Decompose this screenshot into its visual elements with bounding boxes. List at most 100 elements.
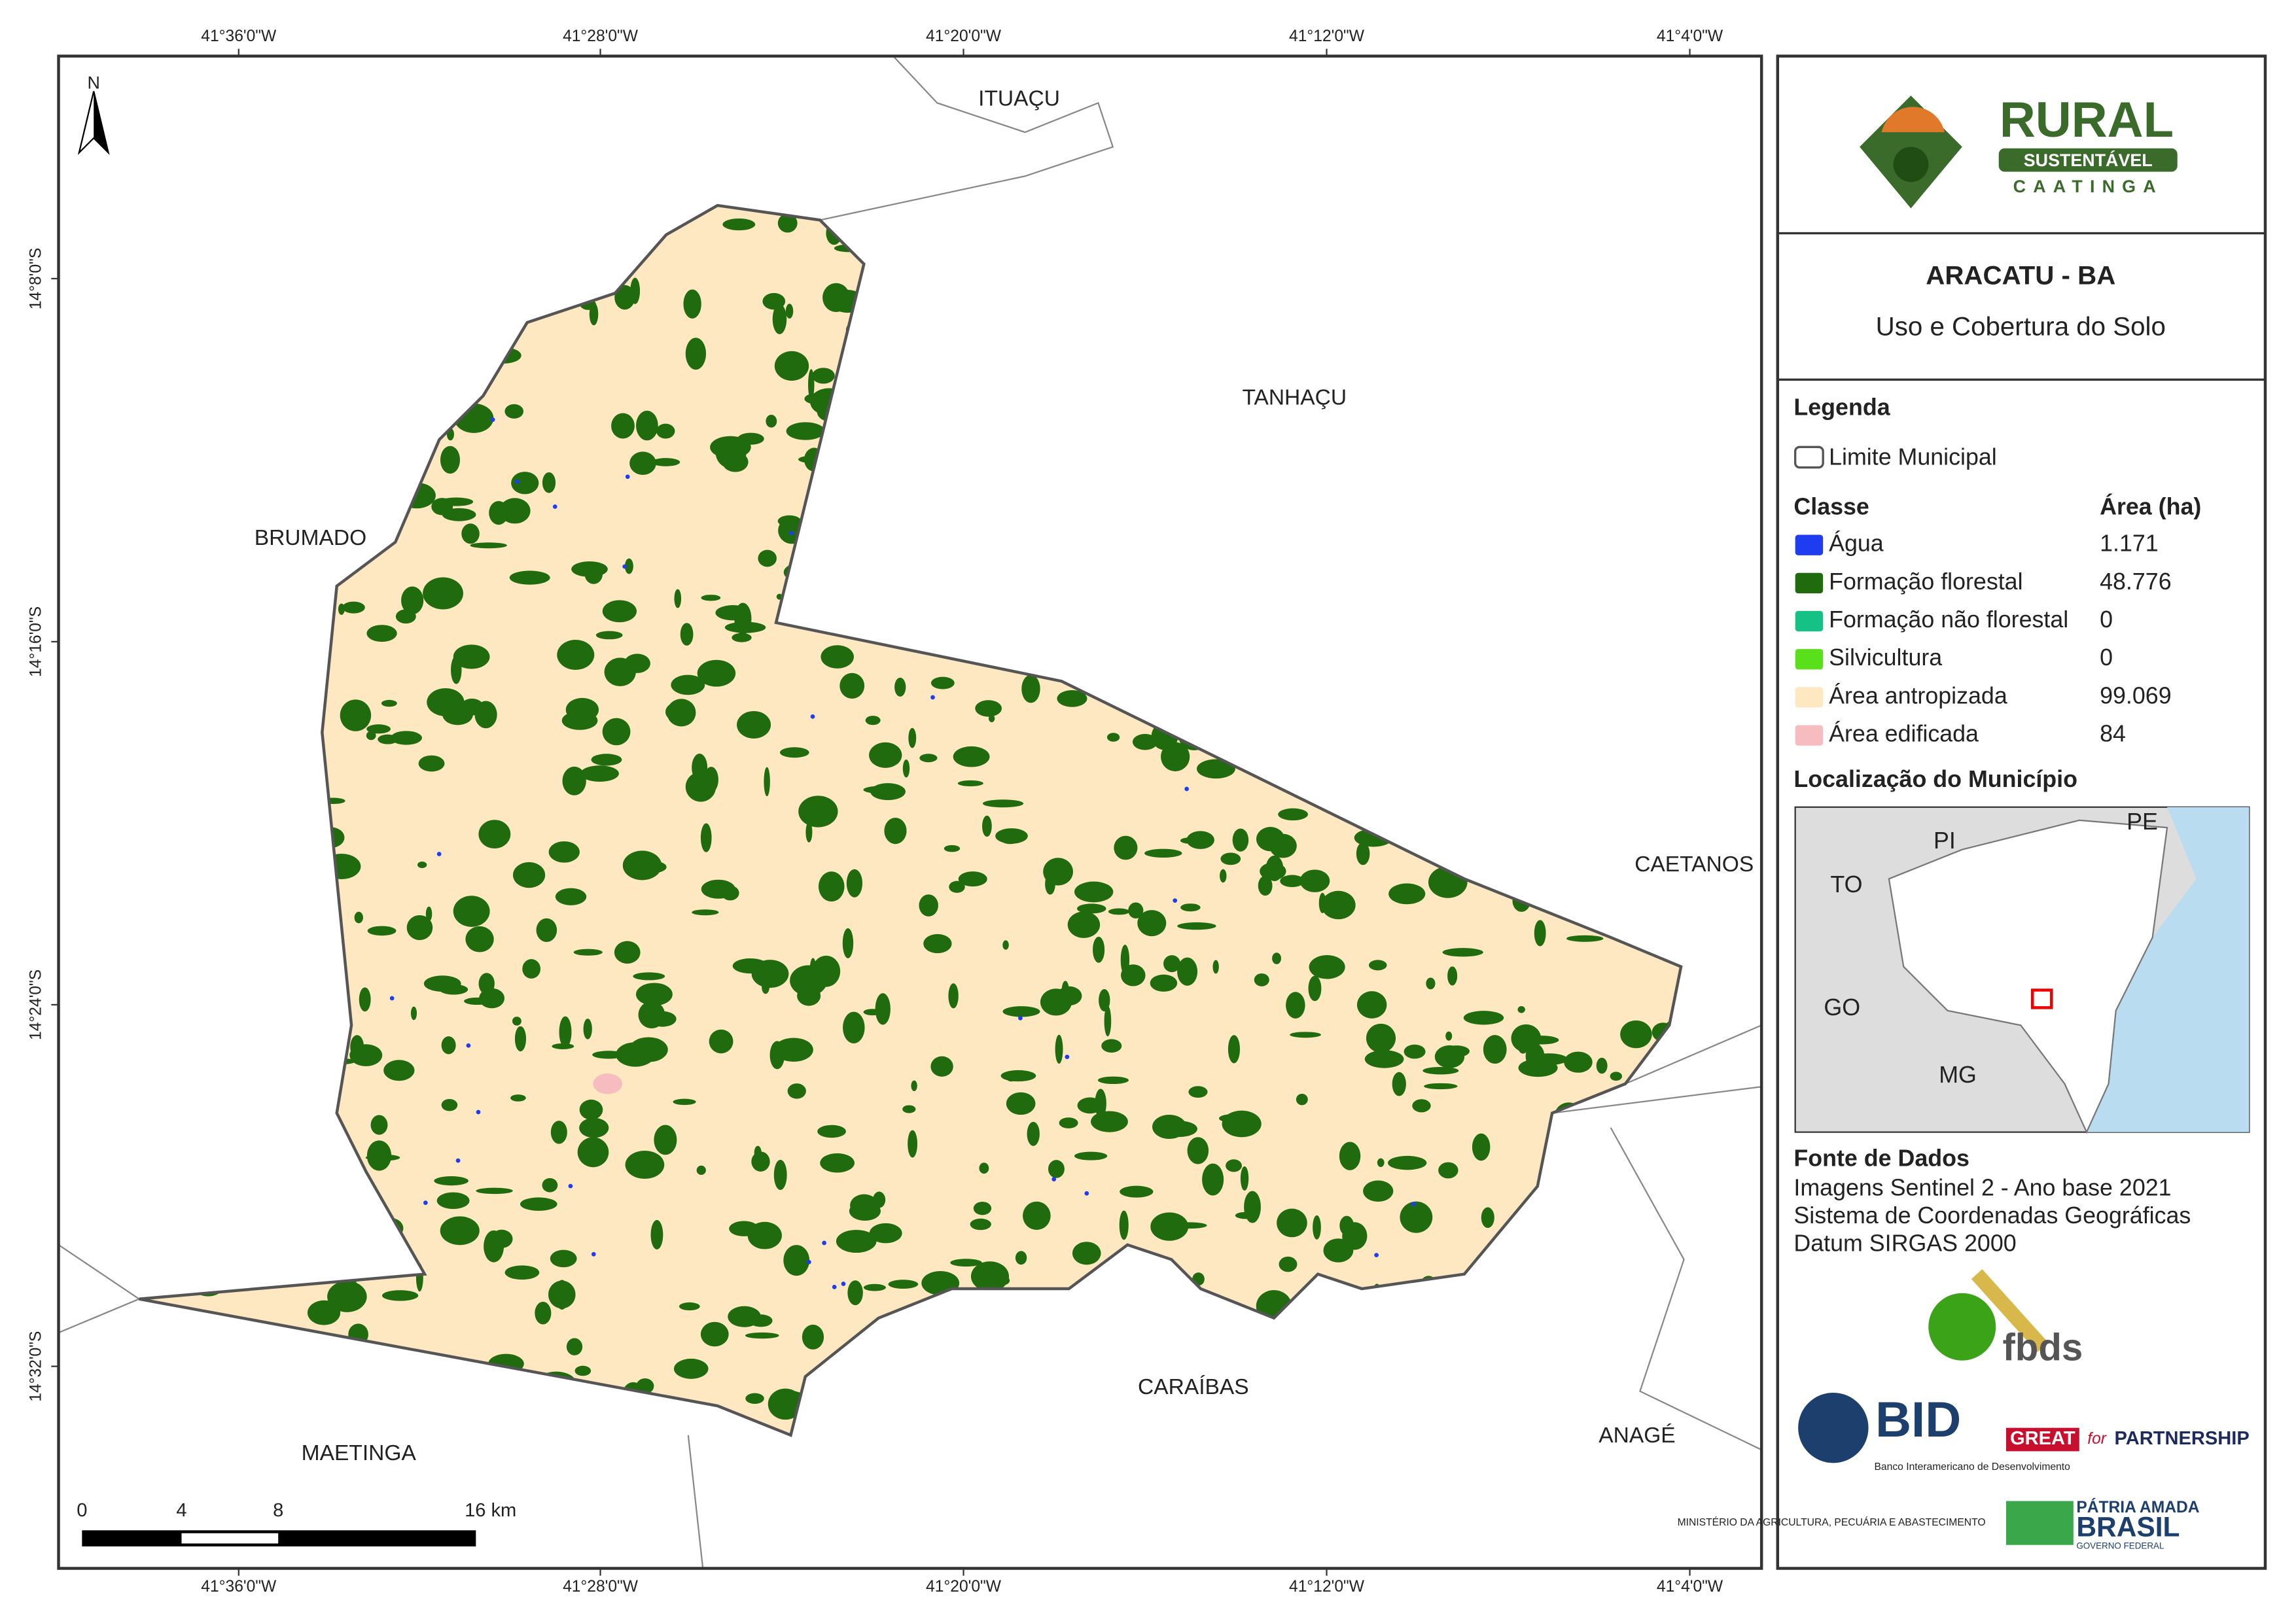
forest-patch [1279,1256,1298,1272]
forest-patch [630,277,641,304]
forest-patch [979,1162,989,1174]
north-arrow-fill [94,91,109,153]
forest-patch [1370,1027,1395,1047]
forest-patch [766,415,777,428]
forest-patch [1272,952,1281,964]
forest-patch [1091,1111,1128,1132]
forest-patch [635,983,673,1006]
built-area [593,1073,623,1094]
forest-patch [911,1080,917,1091]
forest-patch [654,1125,677,1155]
water-patch [423,1200,428,1206]
forest-patch [1021,674,1040,703]
forest-patch [425,906,433,922]
state-label: GO [1824,994,1860,1021]
forest-patch [923,934,952,954]
forest-patch [1015,1251,1027,1265]
forest-patch [441,1036,456,1055]
forest-patch [894,677,906,697]
forest-patch [1226,1159,1243,1172]
legend-area: 0 [2100,606,2113,633]
forest-patch [919,754,938,763]
map-frame [57,54,1763,1570]
forest-patch [1180,837,1202,844]
forest-patch [1055,1034,1063,1064]
forest-patch [1056,986,1082,1005]
forest-patch [1518,1058,1558,1077]
water-patch [515,479,520,484]
forest-patch [970,1218,991,1230]
forest-patch [737,710,771,739]
forest-patch [1099,988,1110,1012]
forest-patch [510,1094,526,1102]
forest-patch [745,1332,779,1339]
forest-patch [491,1229,513,1248]
water-patch [841,1282,846,1286]
lon-label: 41°20'0"W [926,1578,1002,1596]
forest-patch [843,1011,865,1043]
forest-patch [1212,960,1219,974]
forest-patch [383,1060,415,1081]
source-line: Datum SIRGAS 2000 [1793,1230,2016,1256]
forest-patch [754,1145,762,1159]
lon-label: 41°36'0"W [201,27,277,45]
forest-patch [1240,1166,1249,1191]
lon-label: 41°4'0"W [1657,1578,1723,1596]
state-label: TO [1830,871,1862,898]
forest-patch [381,1290,419,1301]
forest-patch [566,1338,583,1355]
forest-patch [1057,690,1087,707]
forest-patch [1426,977,1436,990]
forest-patch [359,987,371,1012]
forest-patch [786,422,825,440]
forest-patch [729,1221,759,1236]
forest-patch [327,1281,367,1312]
forest-patch [1299,869,1330,892]
forest-patch [401,586,424,615]
water-patch [1411,1202,1416,1206]
forest-patch [536,918,557,942]
forest-patch [555,888,587,905]
location-inset [1794,806,2250,1134]
water-patch [1173,898,1178,903]
forest-patch [1438,1162,1458,1179]
forest-patch [779,747,809,758]
forest-patch [1256,827,1285,852]
forest-patch [550,1121,567,1144]
forest-patch [902,1105,916,1113]
water-patch [455,1158,461,1163]
forest-patch [1198,761,1226,777]
forest-patch [1369,960,1387,971]
forest-patch [930,676,955,689]
state-label: MG [1939,1062,1977,1088]
lon-label: 41°20'0"W [926,27,1002,45]
scale-label: 16 km [465,1500,516,1521]
legend-area: 99.069 [2100,682,2172,708]
forest-patch [442,508,476,521]
forest-patch [1002,1006,1040,1017]
forest-patch [1093,936,1105,963]
forest-patch [622,850,662,881]
forest-patch [817,1125,846,1138]
forest-patch [1101,1039,1122,1053]
forest-patch [625,1150,665,1179]
forest-patch [1596,1057,1608,1074]
logo-sub: CAATINGA [2013,177,2163,196]
forest-patch [973,1202,992,1215]
water-patch [552,504,557,509]
lat-label: 14°16'0"S [27,606,44,677]
lon-label: 41°28'0"W [563,27,639,45]
forest-patch [614,285,635,310]
forest-patch [1027,1121,1040,1146]
forest-patch [1076,903,1106,914]
forest-patch [470,542,507,549]
forest-patch [624,558,633,574]
forest-patch [1424,1083,1458,1090]
forest-patch [1388,1155,1427,1170]
forest-patch [1404,1044,1426,1059]
municipal-limit [139,203,1683,1437]
forest-patch [870,783,906,801]
bid-logo: BID [1875,1392,1961,1448]
water-patch [807,1259,811,1265]
